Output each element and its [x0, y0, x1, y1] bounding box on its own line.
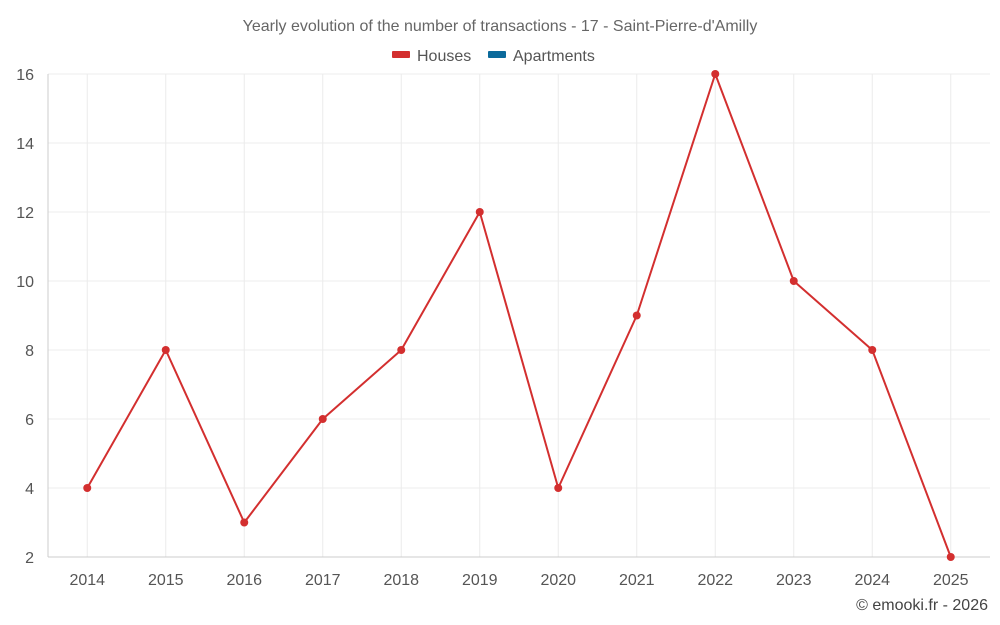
legend-swatch-apartments: [488, 51, 506, 58]
legend-swatch-houses: [392, 51, 410, 58]
x-tick-label: 2021: [619, 572, 655, 589]
y-tick-label: 2: [25, 550, 34, 567]
x-tick-label: 2025: [933, 572, 969, 589]
x-tick-label: 2019: [462, 572, 498, 589]
data-point-houses-2025[interactable]: [946, 553, 955, 561]
x-tick-label: 2022: [697, 572, 733, 589]
x-tick-label: 2015: [148, 572, 184, 589]
legend: Houses Apartments: [392, 48, 595, 65]
data-point-houses-2024[interactable]: [868, 346, 877, 354]
x-tick-label: 2016: [226, 572, 262, 589]
grid: [48, 73, 990, 557]
legend-label-apartments: Apartments: [513, 48, 595, 65]
x-tick-label: 2020: [540, 572, 576, 589]
data-point-houses-2018[interactable]: [397, 346, 406, 354]
data-point-houses-2017[interactable]: [318, 415, 327, 423]
x-tick-label: 2014: [69, 572, 105, 589]
data-point-houses-2023[interactable]: [789, 277, 798, 285]
data-point-houses-2016[interactable]: [240, 518, 249, 527]
x-tick-label: 2024: [854, 572, 890, 589]
y-tick-label: 8: [25, 343, 34, 360]
data-point-houses-2022[interactable]: [711, 70, 720, 78]
x-tick-label: 2023: [776, 572, 812, 589]
series-line-houses: [86, 73, 952, 558]
data-point-houses-2014[interactable]: [83, 484, 92, 492]
data-point-houses-2020[interactable]: [554, 484, 563, 492]
chart-title: Yearly evolution of the number of transa…: [243, 18, 758, 35]
legend-item-houses[interactable]: Houses: [392, 48, 471, 65]
y-axis-ticks: 2 4 6 8 10 12 14 16: [16, 67, 34, 567]
y-tick-label: 16: [16, 67, 34, 84]
data-point-houses-2015[interactable]: [161, 346, 170, 354]
series-houses: [83, 70, 955, 561]
x-tick-label: 2017: [305, 572, 341, 589]
data-point-houses-2021[interactable]: [632, 311, 641, 320]
y-tick-label: 14: [16, 136, 34, 153]
legend-label-houses: Houses: [417, 48, 471, 65]
credit-text: © emooki.fr - 2026: [856, 597, 988, 614]
x-tick-label: 2018: [383, 572, 419, 589]
y-tick-label: 12: [16, 205, 34, 222]
data-point-houses-2019[interactable]: [475, 208, 484, 216]
y-tick-label: 6: [25, 412, 34, 429]
y-tick-label: 10: [16, 274, 34, 291]
x-axis-ticks: 2014 2015 2016 2017 2018 2019 2020 2021 2022 2023…: [69, 572, 968, 589]
axes: [47, 74, 990, 558]
legend-item-apartments[interactable]: Apartments: [488, 48, 595, 65]
y-tick-label: 4: [25, 481, 34, 498]
